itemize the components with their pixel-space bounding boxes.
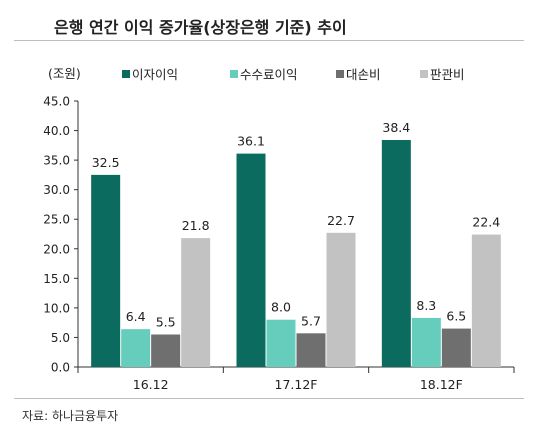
chart-title: 은행 연간 이익 증가율(상장은행 기준) 추이 (54, 18, 347, 37)
data-label: 21.8 (182, 218, 210, 233)
legend-swatch-3 (336, 70, 344, 78)
y-tick-label: 45.0 (43, 95, 70, 109)
data-label: 22.7 (327, 213, 355, 228)
y-unit-label: (조원) (48, 66, 81, 81)
data-label: 5.5 (156, 314, 176, 329)
legend-label-1: 이자이익 (132, 67, 178, 82)
bar (181, 238, 211, 367)
data-label: 38.4 (382, 120, 410, 135)
bars (91, 140, 501, 367)
bar (471, 234, 501, 367)
bar (91, 174, 121, 367)
title-divider (14, 40, 524, 41)
data-label: 36.1 (237, 134, 265, 149)
y-tick-label: 0.0 (51, 361, 70, 375)
legend: 이자이익 수수료이익 대손비 판관비 (122, 67, 465, 82)
y-tick-label: 20.0 (43, 242, 70, 256)
y-tick-label: 5.0 (51, 331, 70, 345)
data-labels: 32.5 6.4 5.5 21.8 36.1 8.0 5.7 22.7 38.4 8.3 6.5 22… (92, 120, 501, 329)
x-category-label: 18.12F (420, 377, 463, 392)
data-label: 6.5 (446, 309, 466, 324)
y-tick-label: 10.0 (43, 301, 70, 315)
legend-label-2: 수수료이익 (240, 67, 298, 82)
data-label: 5.7 (301, 313, 321, 328)
x-axis: 16.12 17.12F 18.12F (77, 366, 515, 392)
source-divider (14, 398, 524, 399)
legend-label-4: 판관비 (430, 67, 465, 82)
data-label: 8.0 (271, 300, 291, 315)
y-axis: 0.0 5.0 10.0 15.0 20.0 25.0 30.0 35.0 40.0 45.0 (43, 95, 79, 375)
legend-label-3: 대손비 (346, 67, 381, 82)
bar (381, 140, 411, 367)
legend-swatch-1 (122, 70, 130, 78)
x-category-label: 16.12 (133, 377, 169, 392)
source-note: 자료: 하나금융투자 (22, 409, 119, 423)
bar (296, 333, 326, 367)
legend-swatch-4 (420, 70, 428, 78)
data-label: 22.4 (472, 215, 500, 230)
bar (326, 232, 356, 367)
bar (236, 153, 266, 367)
data-label: 8.3 (416, 298, 436, 313)
data-label: 6.4 (126, 309, 146, 324)
y-tick-label: 30.0 (43, 183, 70, 197)
y-tick-label: 25.0 (43, 213, 70, 227)
data-label: 32.5 (92, 155, 120, 170)
x-category-label: 17.12F (275, 377, 318, 392)
y-tick-label: 15.0 (43, 272, 70, 286)
y-tick-label: 35.0 (43, 154, 70, 168)
bar (441, 328, 471, 367)
bar (411, 317, 441, 367)
bar (121, 329, 151, 367)
bar (266, 319, 296, 367)
bar (151, 334, 181, 367)
y-tick-label: 40.0 (43, 124, 70, 138)
legend-swatch-2 (230, 70, 238, 78)
